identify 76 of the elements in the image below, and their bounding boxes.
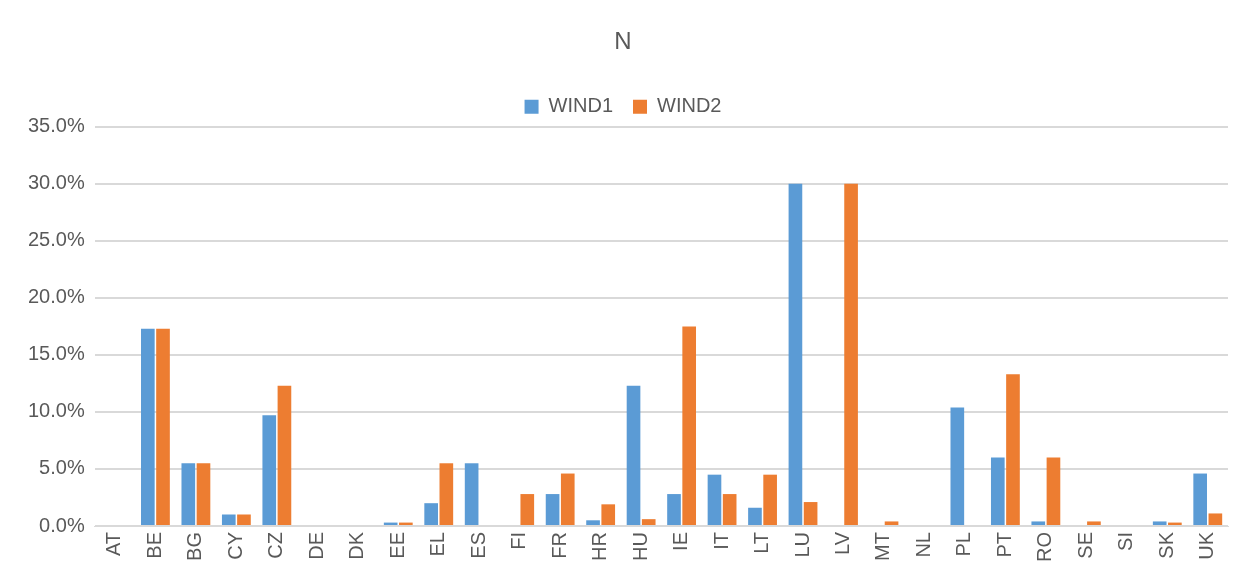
bar <box>156 328 170 525</box>
bar <box>196 463 211 525</box>
bar <box>1006 374 1020 525</box>
bar <box>641 519 656 525</box>
x-tick-label: FR <box>547 532 570 559</box>
x-tick-label: SE <box>1073 532 1096 559</box>
bar <box>667 494 681 525</box>
x-tick-label: HR <box>588 532 611 561</box>
bar <box>560 473 575 525</box>
x-tick-label: PL <box>952 532 975 557</box>
bar <box>1031 521 1046 525</box>
bar <box>439 463 454 525</box>
bar <box>1193 473 1207 525</box>
x-tick-label: SI <box>1114 532 1137 551</box>
x-tick-label: DE <box>304 532 327 560</box>
bar <box>464 463 479 525</box>
x-tick-label: DK <box>345 531 368 560</box>
x-tick-label: CZ <box>264 532 287 559</box>
x-tick-label: FI <box>507 532 530 550</box>
x-tick-label: HU <box>628 532 651 561</box>
x-tick-label: BE <box>142 532 165 559</box>
bar <box>262 415 277 525</box>
legend-label: WIND2 <box>657 94 722 117</box>
y-tick-label: 0.0% <box>39 513 85 536</box>
y-tick-label: 20.0% <box>27 285 85 308</box>
x-tick-label: EL <box>426 532 449 557</box>
legend-label: WIND1 <box>548 94 614 117</box>
x-tick-label: UK <box>1195 531 1218 560</box>
x-tick-label: IE <box>669 532 692 551</box>
y-tick-label: 15.0% <box>27 342 85 365</box>
bar <box>1046 457 1061 525</box>
x-tick-label: MT <box>871 532 894 561</box>
bar <box>545 494 560 525</box>
chart-title: N <box>614 27 632 55</box>
bar <box>1087 521 1101 525</box>
bar <box>424 503 438 525</box>
bar <box>1152 521 1167 525</box>
x-tick-label: NL <box>911 532 934 558</box>
x-tick-label: LV <box>831 531 854 555</box>
x-tick-label: AT <box>102 532 125 557</box>
bar <box>277 385 292 525</box>
bar <box>788 183 803 525</box>
bar <box>520 494 535 525</box>
bar <box>884 521 899 525</box>
bar <box>844 183 858 525</box>
bar <box>748 507 762 525</box>
bar <box>722 494 737 525</box>
x-tick-label: RO <box>1033 532 1056 562</box>
bar <box>586 520 600 525</box>
bar <box>237 514 251 525</box>
x-tick-label: IT <box>709 532 732 550</box>
bar <box>803 502 818 525</box>
bar <box>682 326 697 525</box>
y-tick-label: 5.0% <box>39 456 85 479</box>
bar <box>181 463 196 525</box>
x-tick-label: BG <box>183 532 206 561</box>
x-tick-label: LU <box>790 532 813 558</box>
x-tick-label: ES <box>466 532 489 559</box>
bar <box>763 474 777 525</box>
x-tick-label: SK <box>1154 531 1177 559</box>
x-tick-label: LT <box>750 532 773 554</box>
y-tick-label: 35.0% <box>27 114 85 137</box>
bar <box>141 328 155 525</box>
y-tick-label: 25.0% <box>27 228 85 251</box>
y-tick-label: 10.0% <box>27 399 85 422</box>
bar <box>950 407 965 525</box>
bar <box>626 385 641 525</box>
bar <box>1208 513 1223 525</box>
x-tick-label: PT <box>992 532 1015 558</box>
bar <box>601 504 616 525</box>
x-tick-label: EE <box>385 532 408 559</box>
bar <box>221 514 236 525</box>
bar <box>990 457 1005 525</box>
y-tick-label: 30.0% <box>27 171 85 194</box>
x-tick-label: CY <box>223 532 246 560</box>
bar <box>707 474 722 525</box>
